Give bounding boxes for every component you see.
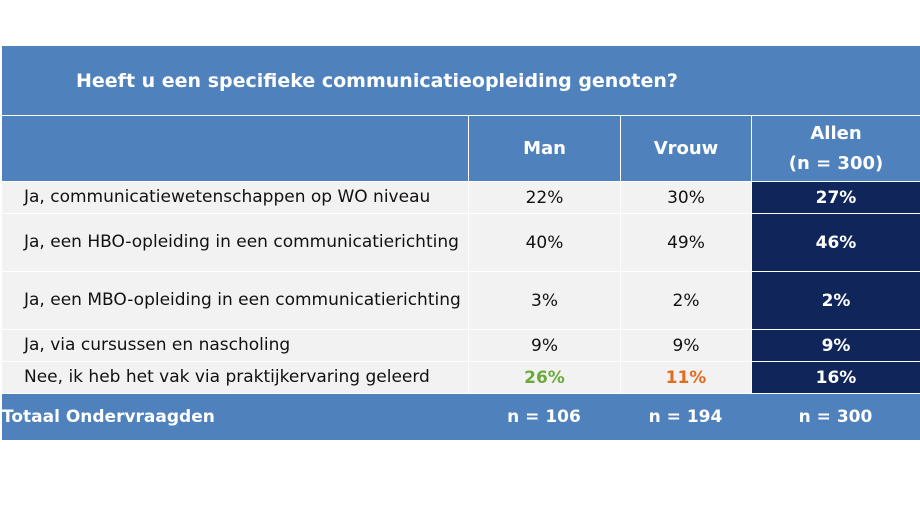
total-label: Totaal Ondervraagden — [2, 406, 215, 427]
value-allen: 27% — [751, 182, 920, 213]
value-man: 40% — [468, 214, 620, 271]
table-row: Ja, communicatiewetenschappen op WO nive… — [2, 182, 920, 214]
value-vrouw-highlight-low: 11% — [620, 362, 751, 393]
header-allen: Allen (n = 300) — [751, 116, 920, 181]
header-row: Man Vrouw Allen (n = 300) — [2, 116, 920, 182]
value-vrouw: 49% — [620, 214, 751, 271]
value-allen: 16% — [751, 362, 920, 393]
row-label: Ja, een HBO-opleiding in een communicati… — [2, 214, 468, 271]
value-vrouw: 9% — [620, 330, 751, 361]
header-vrouw: Vrouw — [620, 116, 751, 181]
value-man: 9% — [468, 330, 620, 361]
value-allen: 46% — [751, 214, 920, 271]
results-table: Heeft u een specifieke communicatieoplei… — [2, 46, 920, 440]
row-label: Ja, via cursussen en nascholing — [2, 330, 468, 361]
value-man: 3% — [468, 272, 620, 329]
header-allen-label: Allen — [810, 122, 862, 144]
value-allen: 9% — [751, 330, 920, 361]
value-man-highlight-high: 26% — [468, 362, 620, 393]
total-vrouw: n = 194 — [648, 407, 723, 427]
table-row: Nee, ik heb het vak via praktijkervaring… — [2, 362, 920, 394]
value-vrouw: 2% — [620, 272, 751, 329]
row-label: Ja, een MBO-opleiding in een communicati… — [2, 272, 468, 329]
header-blank-cell — [2, 116, 468, 181]
header-allen-sublabel: (n = 300) — [788, 152, 884, 174]
row-label: Ja, communicatiewetenschappen op WO nive… — [2, 182, 468, 213]
total-row: Totaal Ondervraagden n = 106 n = 194 n =… — [2, 394, 920, 440]
total-man: n = 106 — [507, 407, 581, 427]
table-title: Heeft u een specifieke communicatieoplei… — [2, 46, 920, 116]
table-row: Ja, een HBO-opleiding in een communicati… — [2, 214, 920, 272]
table-row: Ja, via cursussen en nascholing 9% 9% 9% — [2, 330, 920, 362]
row-label: Nee, ik heb het vak via praktijkervaring… — [2, 362, 468, 393]
header-man: Man — [468, 116, 620, 181]
value-allen: 2% — [751, 272, 920, 329]
value-vrouw: 30% — [620, 182, 751, 213]
value-man: 22% — [468, 182, 620, 213]
table-row: Ja, een MBO-opleiding in een communicati… — [2, 272, 920, 330]
total-allen: n = 300 — [798, 407, 873, 427]
